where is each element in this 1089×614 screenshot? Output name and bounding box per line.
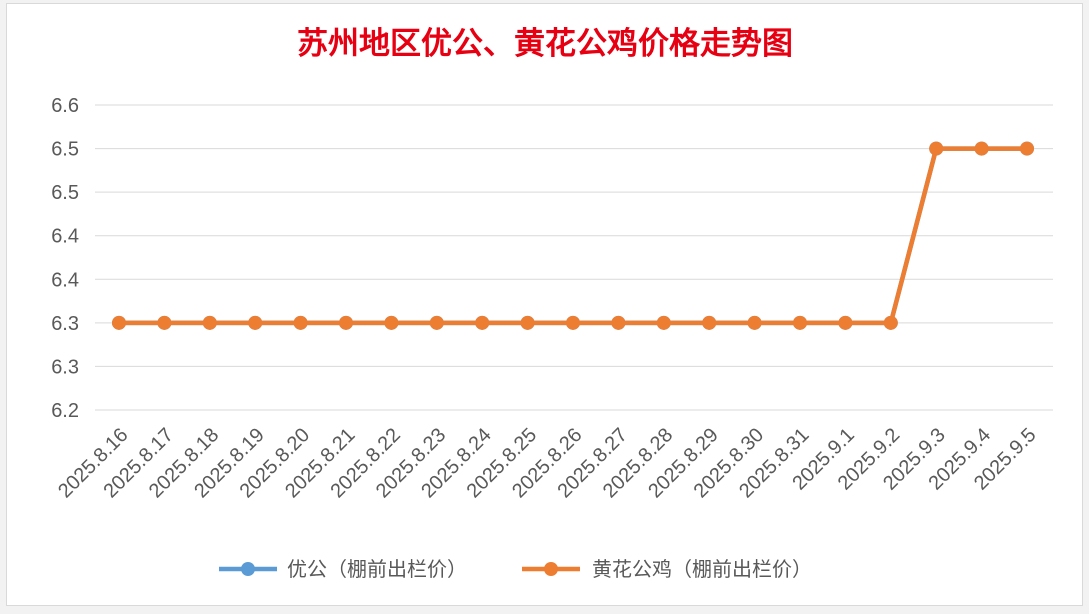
data-point [248, 315, 263, 330]
y-tick-label: 6.4 [51, 269, 79, 291]
data-point [475, 315, 490, 330]
data-point [747, 315, 762, 330]
y-tick-label: 6.2 [51, 400, 79, 422]
data-point [520, 315, 535, 330]
y-tick-label: 6.5 [51, 139, 79, 161]
price-trend-chart: 苏州地区优公、黄花公鸡价格走势图 6.26.36.36.46.46.56.56.… [51, 26, 1053, 581]
y-tick-label: 6.6 [51, 95, 79, 117]
data-point [702, 315, 717, 330]
data-point [1020, 141, 1034, 156]
y-tick-label: 6.4 [51, 226, 79, 248]
data-point [793, 315, 807, 330]
data-point [883, 315, 898, 330]
data-point [157, 315, 172, 330]
y-axis-tick-labels: 6.2 6.3 6.3 6.4 6.4 6.5 6.5 6.6 [51, 95, 79, 422]
data-point [974, 141, 989, 156]
chart-frame: 苏州地区优公、黄花公鸡价格走势图 6.2 6.3 6.3 6.4 6.4 6.5 6.5 6.… [6, 3, 1083, 606]
y-tick-label: 6.3 [51, 313, 79, 335]
series-1 [112, 141, 1034, 330]
data-point [656, 315, 671, 330]
data-point [611, 315, 626, 330]
legend-label: 优公（棚前出栏价） [287, 557, 467, 581]
y-tick-label: 6.5 [51, 182, 79, 204]
x-axis-tick-labels: 2025.8.162025.8.172025.8.182025.8.192025… [54, 424, 1040, 502]
data-point [293, 315, 308, 330]
data-point [384, 315, 399, 330]
data-point [566, 315, 580, 330]
data-point [429, 315, 444, 330]
data-point [112, 315, 126, 330]
data-point [339, 315, 353, 330]
legend-swatch-marker [544, 562, 558, 576]
chart-title: 苏州地区优公、黄花公鸡价格走势图 [297, 26, 793, 62]
series-layer [112, 141, 1034, 330]
legend-label: 黄花公鸡（棚前出栏价） [592, 557, 812, 581]
y-tick-label: 6.3 [51, 356, 79, 378]
legend-item: 优公（棚前出栏价） [219, 557, 467, 581]
legend-swatch-marker [241, 562, 255, 576]
data-point [929, 141, 944, 156]
data-point [202, 315, 217, 330]
legend-item: 黄花公鸡（棚前出栏价） [522, 557, 812, 581]
legend: 优公（棚前出栏价） 黄花公鸡（棚前出栏价） [219, 557, 812, 581]
data-point [838, 315, 853, 330]
